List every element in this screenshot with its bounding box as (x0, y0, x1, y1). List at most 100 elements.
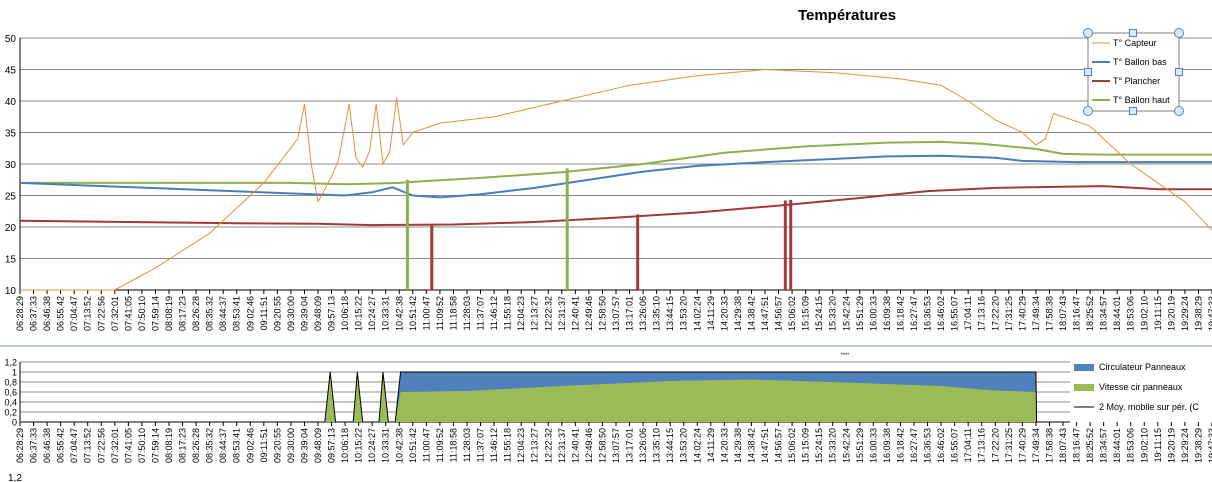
bottom-x-tick-label: 13:26:06 (638, 428, 648, 463)
bottom-x-tick-label: 14:20:33 (719, 428, 729, 463)
top-y-tick-label: 40 (5, 97, 17, 108)
bottom-x-tick-label: 18:07:43 (1058, 428, 1068, 463)
top-x-tick-label: 15:33:20 (828, 296, 838, 331)
top-x-tick-label: 16:09:38 (882, 296, 892, 331)
legend-edge-handle[interactable] (1175, 68, 1183, 76)
bottom-x-tick-label: 13:44:15 (665, 428, 675, 463)
bottom-x-tick-label: 19:47:33 (1207, 428, 1212, 463)
legend-corner-handle[interactable] (1174, 28, 1184, 38)
legend-corner-handle[interactable] (1083, 106, 1093, 116)
bottom-x-tick-label: 14:02:24 (692, 428, 702, 463)
top-x-tick-label: 18:44:01 (1112, 296, 1122, 331)
bottom-x-tick-label: 15:51:29 (855, 428, 865, 463)
legend-label-ballon_bas: T° Ballon bas (1113, 57, 1167, 67)
top-x-tick-label: 10:42:38 (394, 296, 404, 331)
top-x-tick-label: 17:22:20 (990, 296, 1000, 331)
bottom-x-tick-label: 09:48:09 (313, 428, 323, 463)
top-x-tick-label: 14:02:24 (692, 296, 702, 331)
bottom-x-tick-label: 17:40:29 (1017, 428, 1027, 463)
legend-edge-handle[interactable] (1129, 29, 1137, 37)
bottom-x-tick-label: 16:36:53 (923, 428, 933, 463)
top-y-axis: 10 15 20 25 30 35 40 45 50 (5, 34, 17, 297)
top-x-tick-label: 19:38:29 (1193, 296, 1203, 331)
top-x-tick-label: 07:32:01 (110, 296, 120, 331)
bottom-x-tick-label: 16:46:02 (936, 428, 946, 463)
bottom-x-tick-label: 18:16:47 (1072, 428, 1082, 463)
chart-title: Températures (798, 7, 896, 24)
bottom-x-tick-label: 18:44:01 (1112, 428, 1122, 463)
bottom-x-tick-label: 17:22:20 (990, 428, 1000, 463)
bottom-y-tick-label: 0,2 (4, 408, 17, 418)
top-series (19, 69, 1212, 291)
bottom-x-tick-label: 15:06:02 (787, 428, 797, 463)
bottom-x-tick-label: 07:32:01 (110, 428, 120, 463)
bottom-x-tick-label: 16:27:47 (909, 428, 919, 463)
bottom-x-tick-label: 15:15:09 (801, 428, 811, 463)
bottom-x-tick-label: 19:38:29 (1193, 428, 1203, 463)
top-x-tick-label: 16:27:47 (909, 296, 919, 331)
top-x-tick-label: 12:40:41 (570, 296, 580, 331)
top-spikes (405, 168, 793, 290)
bottom-x-tick-label: 10:42:38 (394, 428, 404, 463)
bottom-x-tick-label: 17:13:16 (977, 428, 987, 463)
legend-edge-handle[interactable] (1084, 68, 1092, 76)
top-x-tick-label: 15:51:29 (855, 296, 865, 331)
bottom-x-tick-label: 09:11:51 (259, 428, 269, 462)
top-x-tick-label: 08:53:41 (232, 296, 242, 331)
top-x-tick-label: 18:34:57 (1099, 296, 1109, 331)
splitter-grip[interactable]: •••• (841, 352, 849, 358)
top-x-tick-label: 06:46:38 (42, 296, 52, 331)
bottom-x-tick-label: 16:00:33 (868, 428, 878, 463)
top-y-tick-label: 20 (5, 223, 17, 234)
top-x-tick-label: 11:09:52 (435, 296, 445, 330)
bottom-x-tick-label: 12:04:23 (516, 428, 526, 463)
top-x-tick-label: 07:59:14 (150, 296, 160, 331)
legend-label-capteur: T° Capteur (1113, 38, 1157, 48)
legend-selection-handles[interactable] (1083, 28, 1184, 116)
bottom-x-tick-label: 11:18:58 (448, 428, 458, 462)
top-x-tick-label: 08:17:23 (178, 296, 188, 331)
bottom-x-tick-label: 14:29:38 (733, 428, 743, 463)
bottom-x-tick-label: 16:18:42 (895, 428, 905, 463)
top-x-tick-label: 14:38:42 (746, 296, 756, 331)
top-x-tick-label: 13:44:15 (665, 296, 675, 331)
bottom-legend-label-circulateur: Circulateur Panneaux (1099, 362, 1186, 372)
legend-corner-handle[interactable] (1174, 106, 1184, 116)
legend-box[interactable] (1087, 32, 1180, 112)
top-x-tick-label: 12:58:50 (597, 296, 607, 331)
legend-corner-handle[interactable] (1083, 28, 1093, 38)
bottom-x-tick-label: 12:40:41 (570, 428, 580, 463)
line-moyenne-mobile (324, 371, 1038, 423)
bottom-x-tick-label: 19:29:24 (1180, 428, 1190, 463)
bottom-legend: Circulateur Panneaux Vitesse cir panneaux… (1071, 358, 1212, 418)
top-x-axis: 06:28:29 06:37:33 06:46:38 06:55:42 07:04:47… (15, 290, 1212, 331)
top-x-tick-label: 06:37:33 (29, 296, 39, 331)
top-x-tick-label: 11:55:18 (503, 296, 513, 330)
bottom-x-axis: 06:28:29 06:37:33 06:46:38 06:55:42 07:04:47… (15, 422, 1212, 463)
top-x-tick-label: 12:49:46 (584, 296, 594, 331)
legend-items: T° Capteur T° Ballon bas T° Plancher T° Bal… (1092, 38, 1170, 105)
top-x-tick-label: 12:04:23 (516, 296, 526, 331)
top-x-tick-label: 18:25:52 (1085, 296, 1095, 331)
bottom-x-tick-label: 18:25:52 (1085, 428, 1095, 463)
bottom-x-tick-label: 08:17:23 (178, 428, 188, 463)
bottom-x-tick-label: 08:08:19 (164, 428, 174, 463)
top-x-tick-label: 13:07:57 (611, 296, 621, 331)
top-x-tick-label: 10:51:42 (408, 296, 418, 331)
bottom-x-tick-label: 12:22:32 (543, 428, 553, 463)
top-legend[interactable]: T° Capteur T° Ballon bas T° Plancher T° Bal… (1083, 28, 1184, 116)
bottom-x-tick-label: 13:07:57 (611, 428, 621, 463)
legend-edge-handle[interactable] (1129, 107, 1137, 115)
top-x-tick-label: 16:55:07 (950, 296, 960, 331)
bottom-y-axis: 00,20,40,60,811,2 (4, 358, 17, 428)
top-x-tick-label: 16:46:02 (936, 296, 946, 331)
bottom-x-tick-label: 14:38:42 (746, 428, 756, 463)
top-x-tick-label: 10:24:27 (367, 296, 377, 331)
top-x-tick-label: 14:11:29 (706, 296, 716, 330)
temperatures-chart: Températures 10 15 20 25 30 35 40 45 50 06:28:29… (5, 7, 1212, 331)
top-x-tick-label: 06:28:29 (15, 296, 25, 331)
bottom-x-tick-label: 19:20:19 (1166, 428, 1176, 463)
top-x-tick-label: 14:56:57 (774, 296, 784, 331)
top-x-tick-label: 14:47:51 (760, 296, 770, 331)
